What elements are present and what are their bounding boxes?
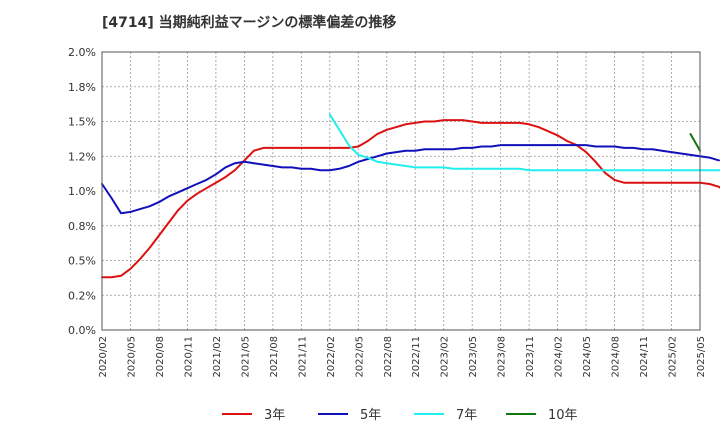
series-line-3年: [101, 119, 720, 279]
x-axis-ticks: 2020/02 2020/05 2020/08 2020/11 2021/02 2021/…: [98, 336, 707, 378]
y-tick-label: 1.8%: [68, 81, 96, 94]
x-tick-label: 2022/11: [411, 336, 422, 378]
x-tick-label: 2024/11: [639, 336, 650, 378]
x-tick-label: 2022/02: [326, 336, 337, 378]
x-tick-label: 2022/08: [383, 336, 394, 378]
x-tick-label: 2020/08: [155, 336, 166, 378]
y-tick-label: 2.0%: [68, 46, 96, 59]
x-tick-label: 2023/08: [497, 336, 508, 378]
y-axis-ticks: 0.0% 0.2% 0.5% 0.8% 1.0% 1.2% 1.5% 1.8% 2.0%: [68, 46, 96, 337]
legend-label: 10年: [548, 408, 578, 423]
x-tick-label: 2024/02: [554, 336, 565, 378]
series-line-5年: [101, 144, 720, 215]
x-tick-label: 2024/05: [582, 336, 593, 378]
x-tick-label: 2025/05: [696, 336, 707, 378]
grid: [102, 52, 700, 330]
x-tick-label: 2021/05: [240, 336, 251, 378]
x-tick-label: 2022/05: [354, 336, 365, 378]
x-tick-label: 2020/05: [126, 336, 137, 378]
x-tick-label: 2023/05: [468, 336, 479, 378]
x-tick-label: 2024/08: [611, 336, 622, 378]
legend-label: 3年: [264, 408, 285, 423]
x-tick-label: 2020/02: [98, 336, 109, 378]
legend: 3年 5年 7年 10年: [222, 408, 578, 423]
legend-label: 7年: [456, 408, 477, 423]
chart-title: [4714] 当期純利益マージンの標準偏差の推移: [102, 15, 397, 31]
x-tick-label: 2021/02: [212, 336, 223, 378]
series-line-10年: [689, 133, 701, 152]
y-tick-label: 0.5%: [68, 255, 96, 268]
y-tick-label: 1.2%: [68, 150, 96, 163]
x-tick-label: 2023/11: [525, 336, 536, 378]
y-tick-label: 1.5%: [68, 116, 96, 129]
plot-frame: [101, 51, 701, 331]
legend-label: 5年: [360, 408, 381, 423]
x-tick-label: 2023/02: [440, 336, 451, 378]
x-tick-label: 2021/11: [297, 336, 308, 378]
series-lines: [101, 113, 720, 279]
x-tick-label: 2021/08: [269, 336, 280, 378]
y-tick-label: 0.0%: [68, 324, 96, 337]
x-tick-label: 2025/02: [668, 336, 679, 378]
y-tick-label: 0.2%: [68, 289, 96, 302]
series-line-7年: [328, 113, 720, 172]
x-tick-label: 2020/11: [183, 336, 194, 378]
y-tick-label: 0.8%: [68, 220, 96, 233]
y-tick-label: 1.0%: [68, 185, 96, 198]
